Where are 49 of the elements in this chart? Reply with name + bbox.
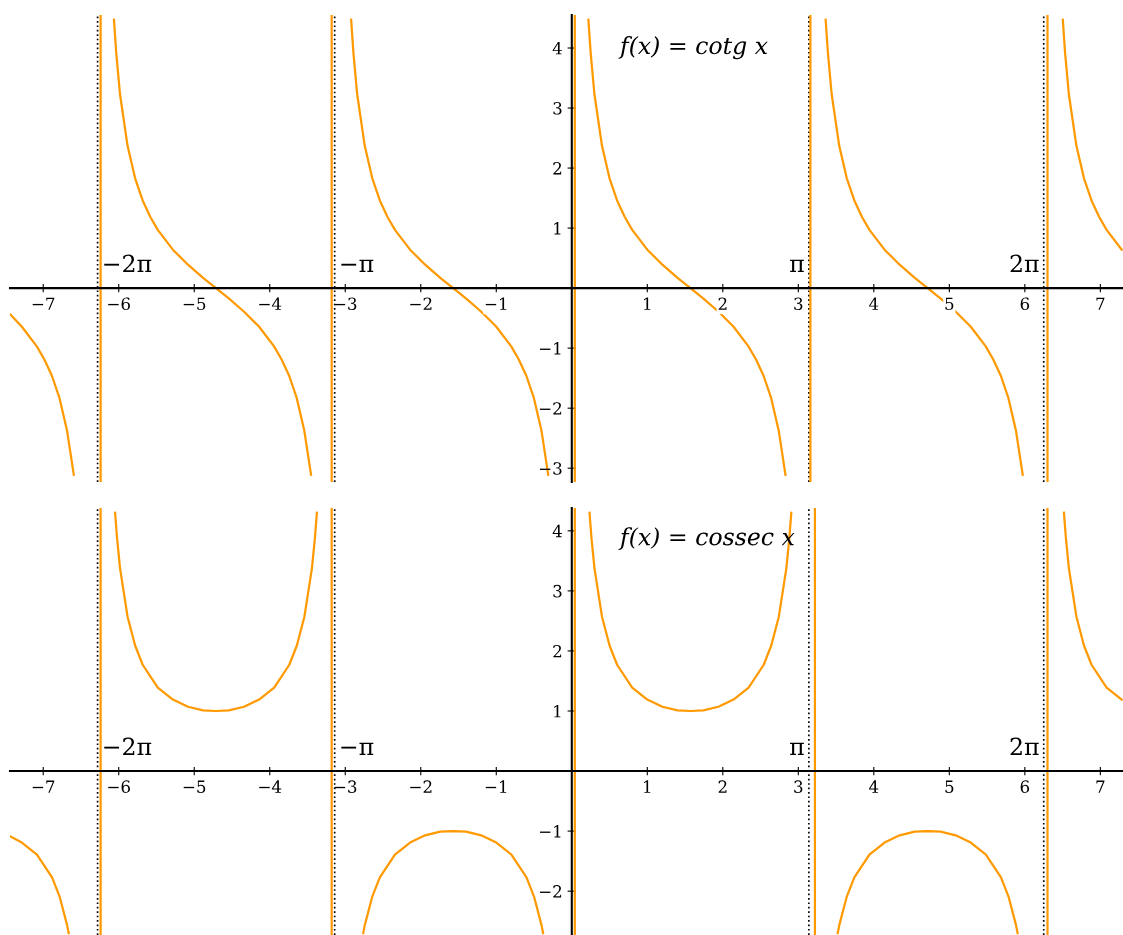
y-tick-label: 2 <box>553 644 562 658</box>
y-tick-label: 1 <box>554 222 561 235</box>
x-tick-label: −7 <box>32 780 55 793</box>
y-tick-label: 1 <box>554 704 561 718</box>
x-tick-label: −3 <box>334 780 357 793</box>
x-tick-label: 3 <box>794 780 803 793</box>
x-tick-label: −4 <box>259 780 282 793</box>
y-tick-label: 4 <box>552 524 562 538</box>
x-tick-label: 4 <box>869 297 879 310</box>
ref-line-label: π <box>790 742 804 756</box>
x-tick-label: 6 <box>1020 780 1030 793</box>
x-tick-label: 7 <box>1096 297 1105 310</box>
y-tick-label: −2 <box>539 402 562 415</box>
x-tick-label: −2 <box>410 780 432 793</box>
x-tick-label: −6 <box>108 780 130 793</box>
y-tick-label: −2 <box>539 885 562 898</box>
x-tick-label: 5 <box>945 780 954 793</box>
ref-line-label: π <box>790 259 804 273</box>
x-tick-label: 2 <box>718 297 727 310</box>
x-tick-label: −6 <box>108 297 130 311</box>
y-tick-label: 4 <box>552 41 562 55</box>
x-tick-label: 7 <box>1096 780 1105 793</box>
x-tick-label: 6 <box>1020 297 1030 311</box>
ref-line-label: −π <box>341 742 374 756</box>
x-tick-label: −5 <box>183 297 206 311</box>
x-tick-label: 4 <box>869 780 879 793</box>
x-tick-label: 1 <box>644 297 651 310</box>
x-tick-label: −4 <box>259 297 282 310</box>
x-tick-label: −2 <box>410 297 432 310</box>
ref-line-label: 2π <box>1010 254 1039 273</box>
y-tick-label: 3 <box>553 584 562 598</box>
x-tick-label: −1 <box>485 780 507 793</box>
annotation: f(x) = cotg x <box>618 36 768 60</box>
y-tick-label: −1 <box>539 825 561 838</box>
ref-line-label: −π <box>341 259 374 273</box>
y-tick-label: −1 <box>539 342 561 355</box>
ref-line-label: −2π <box>104 254 152 273</box>
ref-line-label: 2π <box>1010 737 1039 756</box>
x-tick-label: −7 <box>32 297 55 310</box>
x-tick-label: 2 <box>718 780 727 793</box>
x-tick-label: 3 <box>794 297 803 311</box>
x-tick-label: 5 <box>945 297 954 311</box>
ref-line-label: −2π <box>104 737 152 756</box>
x-tick-label: 1 <box>644 780 651 793</box>
x-tick-label: −3 <box>334 297 357 311</box>
x-tick-label: −1 <box>485 297 507 310</box>
y-tick-label: 2 <box>553 162 562 175</box>
y-tick-label: 3 <box>553 102 562 115</box>
x-tick-label: −5 <box>183 780 206 793</box>
